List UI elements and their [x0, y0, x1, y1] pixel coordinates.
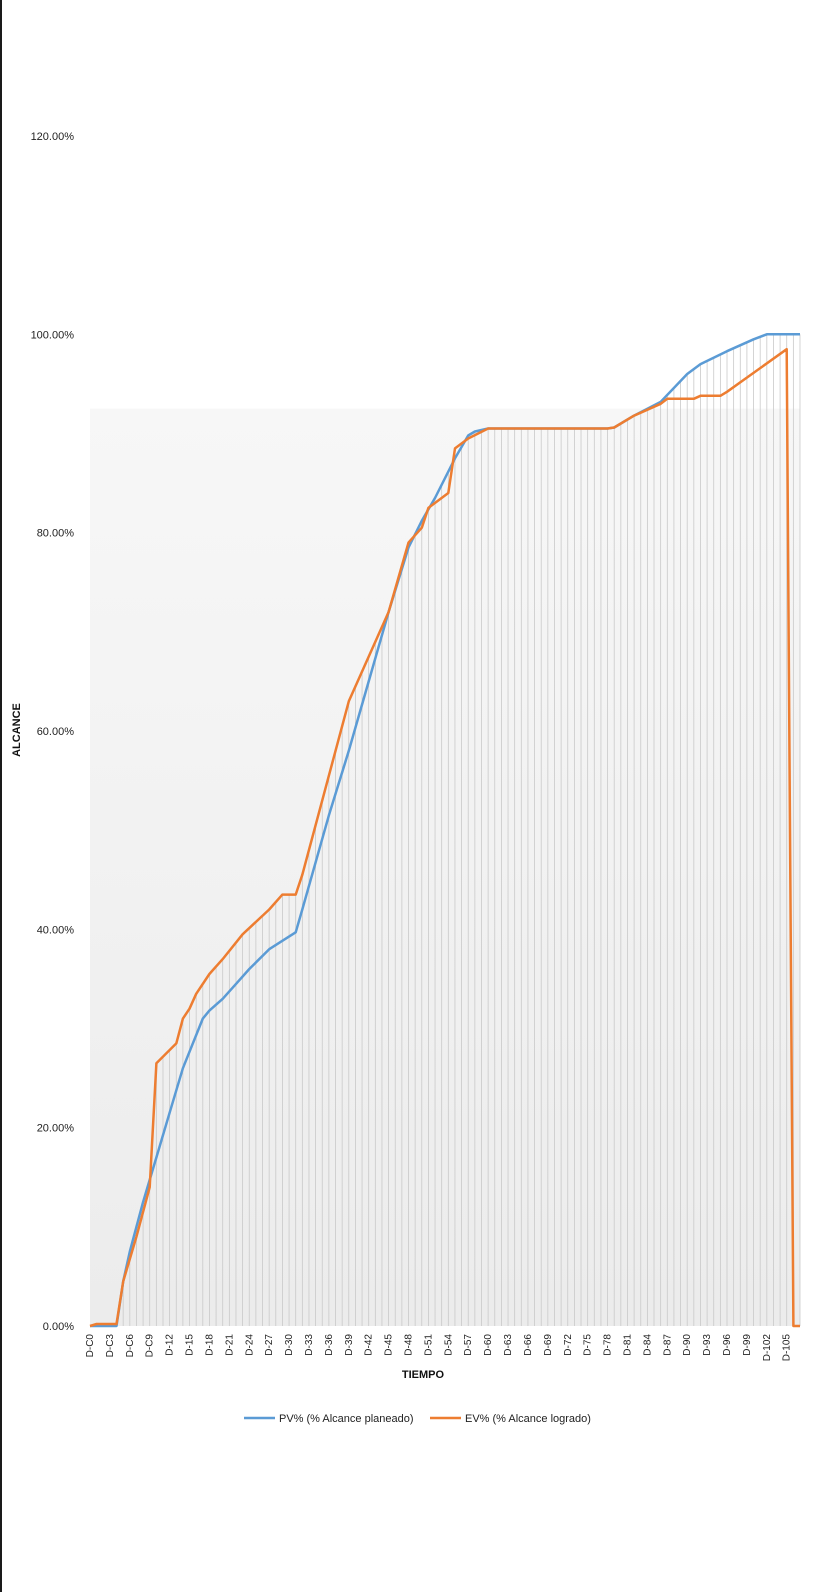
x-tick-label: D-78 — [603, 1334, 614, 1356]
x-tick-label: D-C3 — [105, 1334, 116, 1358]
drop-lines — [96, 334, 801, 1326]
x-tick-label: D-39 — [344, 1334, 355, 1356]
x-tick-label: D-54 — [443, 1334, 454, 1356]
y-tick-label: 60.00% — [37, 726, 75, 738]
x-tick-label: D-48 — [404, 1334, 415, 1356]
x-tick-label: D-12 — [165, 1334, 176, 1356]
x-tick-label: D-63 — [503, 1334, 514, 1356]
x-tick-label: D-60 — [483, 1334, 494, 1356]
x-tick-label: D-75 — [583, 1334, 594, 1356]
plot-area — [90, 408, 800, 1326]
series-ev-line — [89, 347, 800, 1328]
x-axis-title: TIEMPO — [402, 1369, 445, 1381]
series-layer — [89, 333, 800, 1328]
x-tick-label: D-21 — [224, 1334, 235, 1356]
x-tick-label: D-27 — [264, 1334, 275, 1356]
x-tick-label: D-C6 — [125, 1334, 136, 1358]
legend-label-pv: PV% (% Alcance planeado) — [279, 1413, 414, 1425]
plot-background — [90, 408, 800, 1326]
x-tick-label: D-36 — [324, 1334, 335, 1356]
x-tick-label: D-42 — [364, 1334, 375, 1356]
series-pv-line — [90, 333, 800, 1328]
x-tick-label: D-93 — [702, 1334, 713, 1356]
x-tick-label: D-C9 — [145, 1334, 156, 1358]
x-tick-label: D-84 — [642, 1334, 653, 1356]
x-tick-label: D-81 — [622, 1334, 633, 1356]
x-tick-label: D-57 — [463, 1334, 474, 1356]
x-tick-label: D-90 — [682, 1334, 693, 1356]
x-tick-label: D-102 — [762, 1334, 773, 1362]
x-tick-label: D-15 — [185, 1334, 196, 1356]
x-axis: D-C0 D-C3 D-C6 D-C9 D-12 D-15 D-18 D-21 D-24 D-27… — [85, 1334, 793, 1362]
legend-label-ev: EV% (% Alcance logrado) — [465, 1413, 591, 1425]
x-tick-label: D-33 — [304, 1334, 315, 1356]
y-tick-label: 20.00% — [37, 1123, 75, 1135]
y-tick-label: 80.00% — [37, 528, 75, 540]
x-tick-label: D-C0 — [85, 1334, 96, 1358]
x-tick-label: D-72 — [563, 1334, 574, 1356]
y-axis-title: ALCANCE — [11, 703, 23, 757]
x-tick-label: D-51 — [423, 1334, 434, 1356]
x-tick-label: D-45 — [384, 1334, 395, 1356]
y-tick-label: 100.00% — [31, 329, 75, 341]
x-tick-label: D-96 — [722, 1334, 733, 1356]
x-tick-label: D-69 — [543, 1334, 554, 1356]
y-tick-label: 40.00% — [37, 924, 75, 936]
x-tick-label: D-66 — [523, 1334, 534, 1356]
x-tick-label: D-18 — [204, 1334, 215, 1356]
y-tick-label: 0.00% — [43, 1321, 74, 1333]
x-tick-label: D-87 — [662, 1334, 673, 1356]
y-tick-label: 120.00% — [31, 131, 75, 143]
x-tick-label: D-99 — [742, 1334, 753, 1356]
x-tick-label: D-105 — [782, 1334, 793, 1362]
x-tick-label: D-24 — [244, 1334, 255, 1356]
y-axis: 0.00% 20.00% 40.00% 60.00% 80.00% 100.00% 120.… — [31, 131, 75, 1333]
legend: PV% (% Alcance planeado) EV% (% Alcance … — [244, 1413, 591, 1425]
x-tick-label: D-30 — [284, 1334, 295, 1356]
